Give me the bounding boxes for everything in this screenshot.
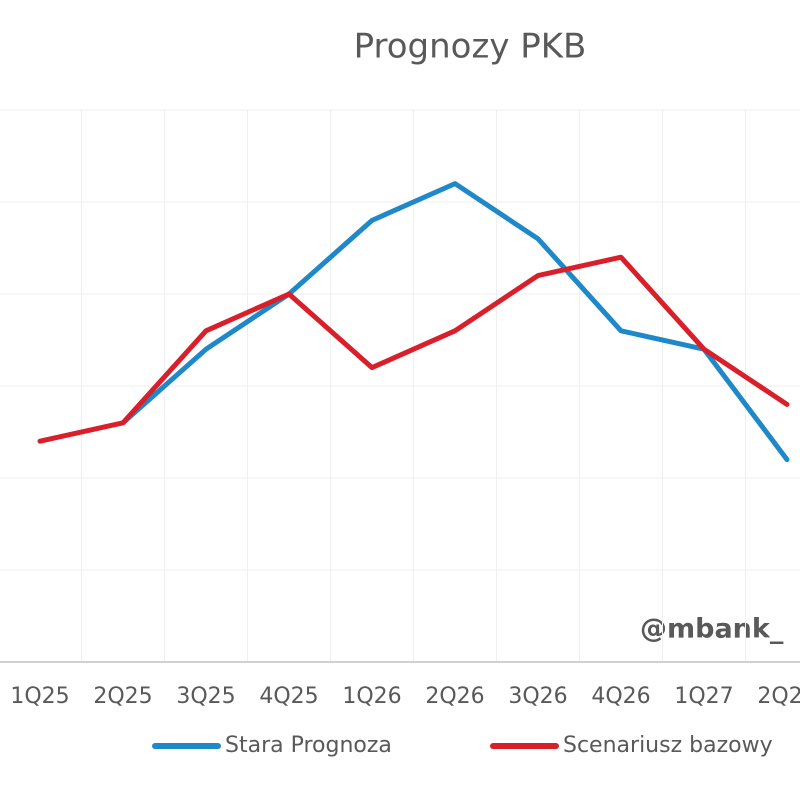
x-tick-label: 4Q26 xyxy=(591,684,650,709)
x-tick-label: 2Q27 xyxy=(757,684,800,709)
series-line xyxy=(37,254,790,444)
x-tick-label: 2Q25 xyxy=(93,684,152,709)
chart-title: Prognozy PKB xyxy=(354,27,587,67)
legend-label: Scenariusz bazowy xyxy=(563,733,773,758)
x-tick-label: 4Q25 xyxy=(259,684,318,709)
legend-label: Stara Prognoza xyxy=(225,733,392,758)
x-tick-label: 1Q27 xyxy=(674,684,733,709)
x-tick-label: 1Q25 xyxy=(10,684,69,709)
x-tick-label: 3Q25 xyxy=(176,684,235,709)
x-tick-label: 3Q26 xyxy=(508,684,567,709)
watermark: @mbank_ xyxy=(640,614,784,645)
x-tick-label: 2Q26 xyxy=(425,684,484,709)
series-line xyxy=(120,181,790,463)
x-tick-label: 1Q26 xyxy=(342,684,401,709)
